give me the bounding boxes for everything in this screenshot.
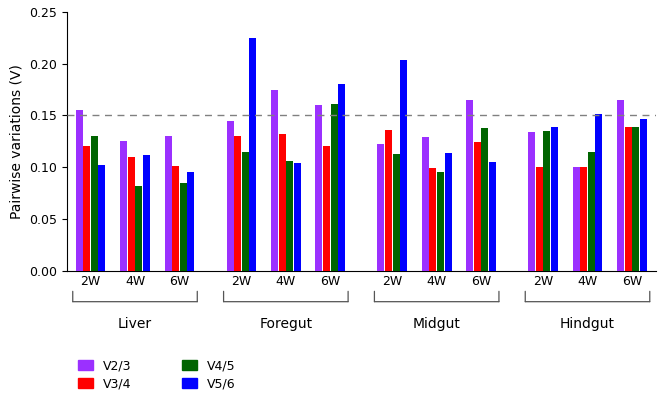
Bar — [128, 157, 134, 271]
Bar — [640, 119, 647, 271]
Bar — [172, 166, 179, 271]
Bar — [143, 155, 150, 271]
Bar — [91, 136, 98, 271]
Bar — [429, 168, 436, 271]
Text: Hindgut: Hindgut — [560, 317, 615, 331]
Bar — [338, 84, 345, 271]
Bar — [543, 131, 551, 271]
Bar — [393, 154, 399, 271]
Bar — [323, 146, 330, 271]
Bar — [250, 38, 256, 271]
Bar — [377, 144, 385, 271]
Bar — [466, 100, 473, 271]
Bar — [421, 137, 429, 271]
Bar — [385, 130, 392, 271]
Bar — [227, 121, 233, 271]
Bar — [286, 161, 293, 271]
Bar — [474, 142, 481, 271]
Bar — [234, 136, 241, 271]
Text: Foregut: Foregut — [260, 317, 312, 331]
Bar — [120, 141, 127, 271]
Text: Midgut: Midgut — [413, 317, 461, 331]
Bar — [180, 183, 187, 271]
Bar — [98, 165, 106, 271]
Bar — [278, 134, 286, 271]
Bar — [76, 110, 83, 271]
Bar — [445, 153, 452, 271]
Bar — [165, 136, 171, 271]
Bar — [482, 128, 488, 271]
Bar — [625, 127, 632, 271]
Bar — [595, 114, 602, 271]
Bar — [187, 172, 195, 271]
Bar — [588, 152, 595, 271]
Bar — [528, 132, 535, 271]
Bar — [294, 163, 301, 271]
Bar — [400, 60, 407, 271]
Y-axis label: Pairwise variations (V): Pairwise variations (V) — [9, 64, 23, 219]
Bar — [573, 167, 579, 271]
Bar — [83, 146, 90, 271]
Bar — [242, 152, 249, 271]
Bar — [315, 105, 322, 271]
Bar — [489, 162, 496, 271]
Bar — [330, 104, 338, 271]
Bar — [437, 172, 444, 271]
Bar — [536, 167, 543, 271]
Bar — [551, 127, 558, 271]
Text: Liver: Liver — [118, 317, 152, 331]
Bar — [580, 167, 587, 271]
Bar — [271, 90, 278, 271]
Bar — [632, 127, 640, 271]
Bar — [617, 100, 624, 271]
Legend: V2/3, V3/4, V4/5, V5/6: V2/3, V3/4, V4/5, V5/6 — [73, 355, 240, 396]
Bar — [135, 186, 142, 271]
